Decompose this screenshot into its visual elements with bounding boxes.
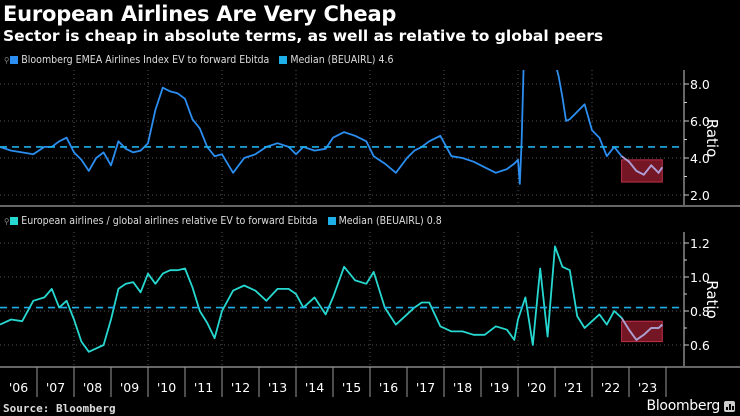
x-tick-label: '11 bbox=[194, 380, 213, 395]
series-line-ev-ebitda bbox=[0, 70, 664, 185]
y-tick-label: 2.0 bbox=[690, 188, 710, 203]
x-tick-label: '09 bbox=[120, 380, 139, 395]
legend-label-median-top: Median (BEUAIRL) 4.6 bbox=[290, 54, 394, 66]
legend-swatch-series-bottom bbox=[10, 217, 19, 225]
legend-swatch-median-bottom bbox=[327, 217, 336, 225]
legend-item-median-top: Median (BEUAIRL) 4.6 bbox=[279, 54, 394, 66]
chart-subtitle: Sector is cheap in absolute terms, as we… bbox=[3, 27, 604, 45]
y-tick-label: 1.2 bbox=[690, 236, 710, 251]
x-tick-label: '06 bbox=[9, 380, 28, 395]
x-tick-label: '22 bbox=[601, 380, 620, 395]
y-axis-title: Ratio bbox=[703, 119, 721, 158]
x-tick-label: '15 bbox=[342, 380, 361, 395]
y-tick-label: 8.0 bbox=[690, 77, 710, 92]
pin-icon: ⚲ bbox=[4, 55, 10, 65]
source-note: Source: Bloomberg bbox=[3, 402, 116, 415]
x-tick-label: '20 bbox=[527, 380, 546, 395]
x-tick-label: '16 bbox=[379, 380, 398, 395]
x-tick-label: '19 bbox=[490, 380, 509, 395]
chart-title: European Airlines Are Very Cheap bbox=[3, 2, 397, 26]
legend-bottom: ⚲ European airlines / global airlines re… bbox=[4, 215, 452, 227]
y-tick-label: 4.0 bbox=[690, 151, 710, 166]
series-line-relative-ev-ebitda bbox=[0, 245, 663, 353]
x-tick-label: '10 bbox=[157, 380, 176, 395]
legend-swatch-median-top bbox=[279, 56, 288, 64]
x-tick-label: '07 bbox=[46, 380, 65, 395]
x-tick-label: '23 bbox=[638, 380, 657, 395]
x-tick-label: '17 bbox=[416, 380, 435, 395]
y-tick-label: 0.6 bbox=[690, 338, 710, 353]
legend-top: ⚲ Bloomberg EMEA Airlines Index EV to fo… bbox=[4, 54, 404, 66]
x-tick-label: '08 bbox=[83, 380, 102, 395]
legend-label-series-bottom: European airlines / global airlines rela… bbox=[21, 215, 318, 227]
y-tick-label: 1.0 bbox=[690, 270, 710, 285]
y-tick-label: 6.0 bbox=[690, 114, 710, 129]
x-tick-label: '13 bbox=[268, 380, 287, 395]
pin-icon: ⚲ bbox=[4, 216, 10, 226]
series-line-highlighted bbox=[621, 155, 664, 176]
brand-logo-text: Bloomberg bbox=[646, 398, 721, 414]
legend-item-series-top: Bloomberg EMEA Airlines Index EV to forw… bbox=[10, 54, 269, 66]
series-line-highlighted bbox=[620, 317, 663, 342]
legend-label-median-bottom: Median (BEUAIRL) 0.8 bbox=[338, 215, 442, 227]
y-tick-label: 0.8 bbox=[690, 304, 710, 319]
legend-item-series-bottom: European airlines / global airlines rela… bbox=[10, 215, 318, 227]
x-tick-label: '18 bbox=[453, 380, 472, 395]
x-tick-label: '14 bbox=[305, 380, 324, 395]
x-tick-label: '21 bbox=[564, 380, 583, 395]
x-tick-label: '12 bbox=[231, 380, 250, 395]
legend-swatch-series-top bbox=[10, 56, 19, 64]
highlight-box bbox=[621, 320, 663, 343]
legend-label-series-top: Bloomberg EMEA Airlines Index EV to forw… bbox=[21, 54, 270, 66]
legend-item-median-bottom: Median (BEUAIRL) 0.8 bbox=[327, 215, 442, 227]
y-axis-title: Ratio bbox=[703, 280, 721, 319]
bloomberg-terminal-icon bbox=[724, 401, 735, 412]
